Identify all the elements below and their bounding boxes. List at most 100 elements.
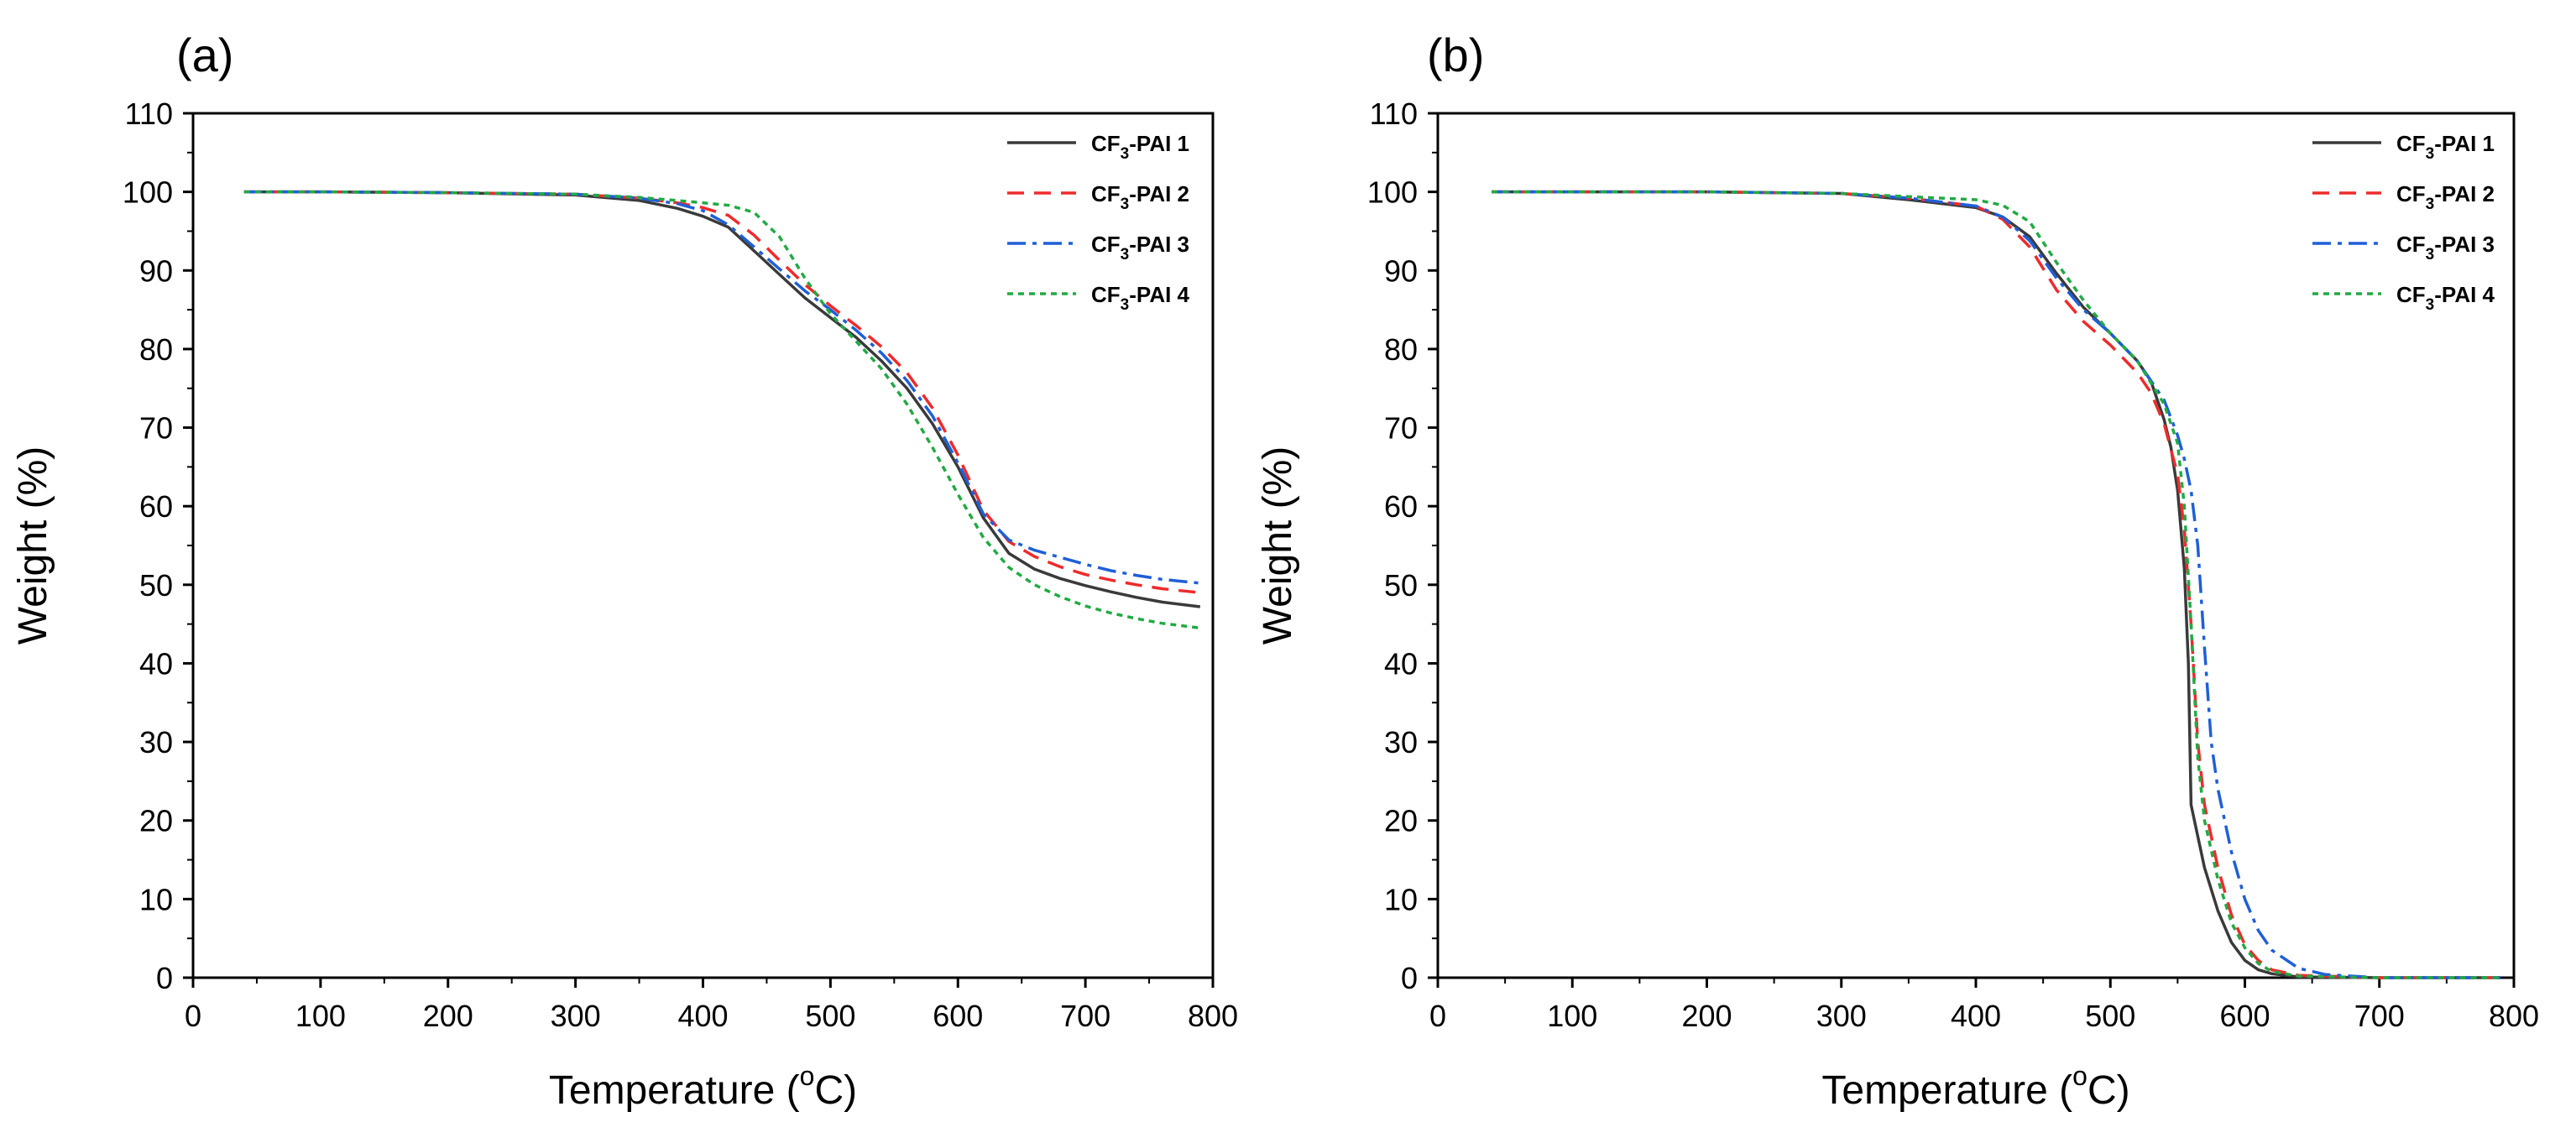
y-tick-label: 20 [1384,804,1418,838]
x-axis-title-superscript: o [2072,1061,2087,1091]
y-tick-label: 80 [139,332,173,367]
x-axis: 0 100 200 300 400 500 600 700 800 [1429,978,2539,1033]
y-tick-label: 80 [1384,332,1418,367]
legend-label-main: CF [1091,181,1121,206]
x-axis-title-prefix: Temperature ( [1821,1068,2072,1113]
legend-label: CF3-PAI 1 [2396,131,2495,163]
legend-label: CF3-PAI 2 [2396,181,2495,213]
series-line-1 [243,190,1201,608]
panel-label: (a) [176,29,233,81]
panel-label: (b) [1427,29,1484,81]
legend-label-subscript: 3 [2426,196,2435,213]
legend-label-rest: -PAI 1 [1129,131,1189,156]
y-axis-title: Weight (%) [11,446,55,645]
x-tick-label: 400 [1951,999,2001,1033]
y-tick-label: 20 [139,804,173,838]
legend-label-subscript: 3 [2426,296,2435,314]
x-axis-title-superscript: o [800,1061,815,1091]
legend-label: CF3-PAI 1 [1091,131,1189,163]
series-group [243,190,1201,630]
legend-label-subscript: 3 [1121,296,1130,314]
panel-b: (b) 0 100 200 300 400 500 600 700 800 0 10 20 30 40 5… [1256,29,2539,1113]
series-group [1492,190,2500,979]
legend-label: CF3-PAI 3 [1091,232,1189,264]
legend-label-subscript: 3 [1121,246,1130,264]
y-tick-label: 110 [1370,97,1418,131]
y-tick-label: 0 [156,961,173,995]
x-tick-label: 0 [1429,999,1446,1033]
series-line-3 [1492,190,2500,979]
y-axis: 0 10 20 30 40 50 60 70 80 90 100 110 [1367,97,1438,995]
series-line-4 [1492,190,2500,979]
x-tick-label: 200 [1681,999,1732,1033]
x-tick-label: 300 [551,999,601,1033]
legend-label-rest: -PAI 3 [1129,232,1189,257]
x-tick-label: 800 [2489,999,2539,1033]
series-line-1 [1492,190,2500,979]
x-tick-label: 400 [677,999,728,1033]
y-tick-label: 90 [1384,253,1418,288]
legend-label: CF3-PAI 4 [2396,282,2495,314]
legend-label: CF3-PAI 2 [1091,181,1189,213]
legend-label: CF3-PAI 4 [1091,282,1190,314]
legend-label-subscript: 3 [1121,145,1130,163]
legend-label-subscript: 3 [2426,246,2435,264]
x-axis: 0 100 200 300 400 500 600 700 800 [185,978,1238,1033]
legend-label-rest: -PAI 3 [2434,232,2495,257]
y-tick-label: 0 [1401,961,1418,995]
x-tick-label: 700 [2354,999,2405,1033]
x-axis-title-prefix: Temperature ( [549,1068,800,1113]
y-tick-label: 100 [1367,175,1418,210]
y-tick-label: 60 [1384,489,1418,524]
legend-label-main: CF [2396,181,2426,206]
x-tick-label: 500 [2085,999,2135,1033]
x-tick-label: 200 [423,999,473,1033]
legend-label-rest: -PAI 2 [1129,181,1189,206]
y-tick-label: 50 [1384,568,1418,603]
panel-a: (a) 0 100 200 300 400 500 600 700 800 0 10 20 30 40 5… [11,29,1238,1113]
x-tick-label: 600 [933,999,983,1033]
x-tick-label: 700 [1060,999,1110,1033]
y-tick-label: 50 [139,568,173,603]
x-axis-title-suffix: C) [814,1068,857,1113]
y-tick-label: 90 [139,253,173,288]
series-line-3 [243,190,1200,585]
y-tick-label: 30 [139,725,173,759]
legend-label-main: CF [2396,282,2426,307]
y-tick-label: 100 [123,175,173,210]
y-tick-label: 60 [139,489,173,524]
y-axis-title: Weight (%) [1256,446,1300,645]
x-tick-label: 800 [1188,999,1238,1033]
legend-label-rest: -PAI 4 [1129,282,1189,307]
x-tick-label: 100 [295,999,346,1033]
y-tick-label: 40 [139,646,173,681]
y-tick-label: 110 [125,97,173,131]
x-tick-label: 600 [2219,999,2270,1033]
legend-label-main: CF [2396,131,2426,156]
x-axis-title-suffix: C) [2087,1068,2130,1113]
x-tick-label: 100 [1547,999,1597,1033]
legend-label-main: CF [1091,282,1121,307]
y-tick-label: 30 [1384,725,1418,759]
legend-label-main: CF [2396,232,2426,257]
legend-label-subscript: 3 [2426,145,2435,163]
x-tick-label: 500 [805,999,855,1033]
y-axis: 0 10 20 30 40 50 60 70 80 90 100 110 [123,97,193,995]
legend-label: CF3-PAI 3 [2396,232,2495,264]
y-tick-label: 70 [1384,411,1418,446]
y-tick-label: 10 [139,882,173,916]
y-tick-label: 40 [1384,646,1418,681]
y-tick-label: 70 [139,411,173,446]
legend-label-subscript: 3 [1121,196,1130,213]
y-tick-label: 10 [1384,882,1418,916]
x-tick-label: 300 [1816,999,1867,1033]
x-axis-title: Temperature (oC) [1821,1061,2129,1113]
legend-label-rest: -PAI 2 [2434,181,2495,206]
legend-label-rest: -PAI 4 [2434,282,2495,307]
series-line-2 [243,190,1200,594]
legend-label-main: CF [1091,131,1121,156]
